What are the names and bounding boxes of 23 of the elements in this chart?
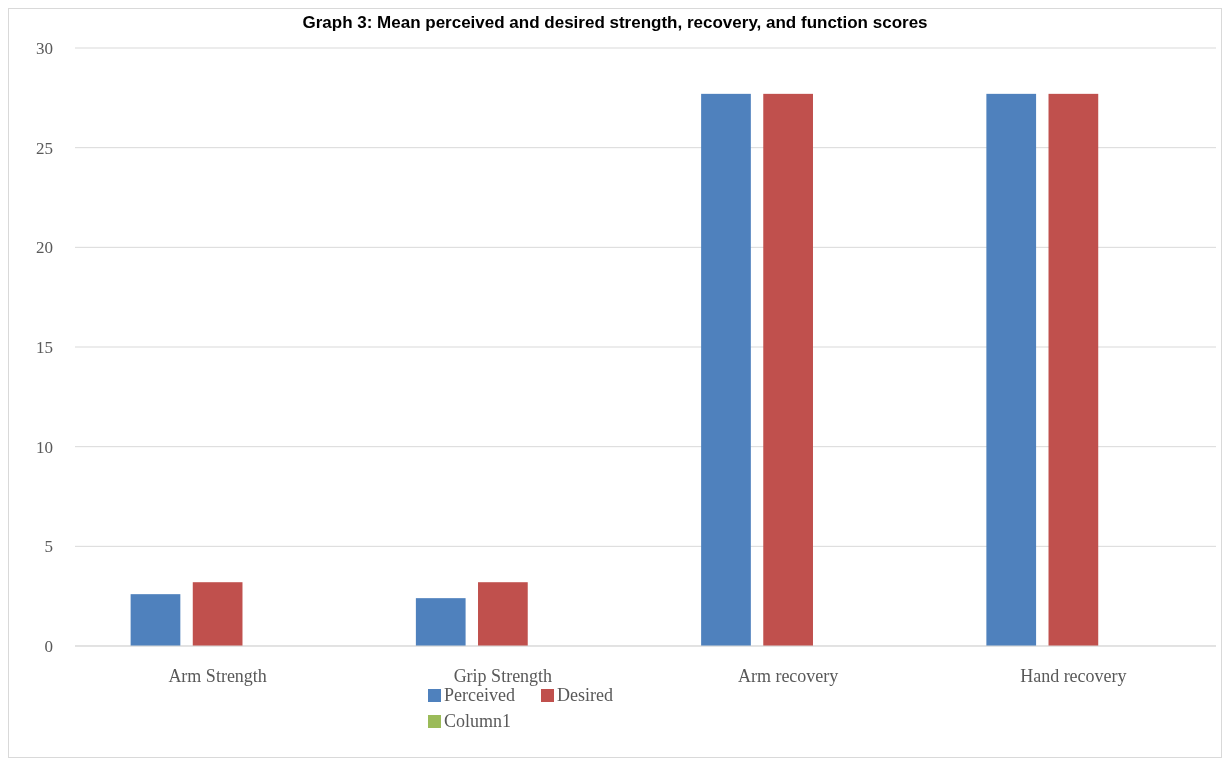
bar (130, 594, 181, 646)
bar (415, 598, 466, 646)
bar (1048, 93, 1099, 646)
bar (701, 93, 751, 646)
y-tick-label: 0 (44, 636, 53, 656)
y-tick-label: 20 (36, 238, 53, 258)
y-tick-label: 15 (36, 337, 53, 357)
y-tick-label: 25 (36, 138, 53, 158)
bar (763, 93, 813, 646)
legend-label: Desired (557, 685, 613, 705)
bar (192, 582, 243, 646)
x-tick-label: Grip Strength (453, 666, 553, 686)
bar (478, 582, 528, 646)
bar (986, 93, 1037, 646)
chart-title: Graph 3: Mean perceived and desired strength, recovery, and function scores (302, 13, 928, 32)
x-tick-label: Hand recovery (1020, 666, 1127, 686)
x-tick-label: Arm recovery (737, 666, 839, 686)
y-tick-label: 10 (36, 437, 53, 457)
x-tick-label: Arm Strength (168, 666, 267, 686)
legend-label: Column1 (444, 711, 512, 731)
legend-label: Perceived (444, 685, 515, 705)
y-tick-label: 5 (44, 537, 53, 557)
y-tick-label: 30 (36, 38, 53, 58)
